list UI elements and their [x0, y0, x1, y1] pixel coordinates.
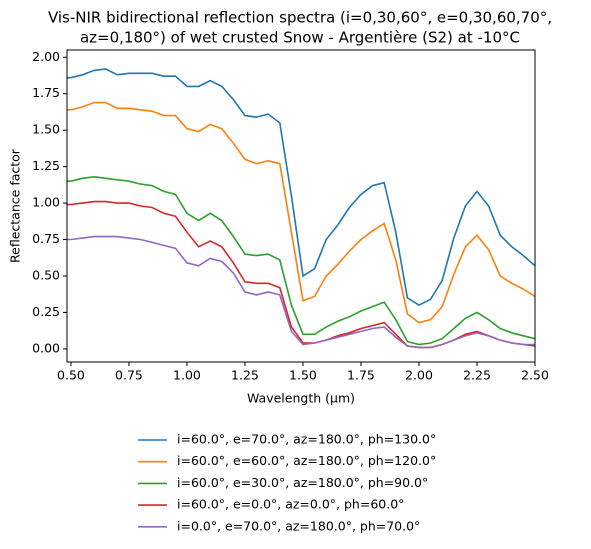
chart-title: Vis-NIR bidirectional reflection spectra…: [48, 9, 552, 27]
x-tick-label: 0.50: [57, 368, 85, 383]
x-tick-label: 1.50: [289, 368, 317, 383]
x-tick-label: 0.75: [115, 368, 143, 383]
y-tick-label: 1.75: [32, 85, 60, 100]
x-axis-label: Wavelength (μm): [247, 391, 355, 406]
x-tick-label: 2.25: [463, 368, 491, 383]
data-line: [66, 101, 536, 324]
x-tick-label: 2.00: [405, 368, 433, 383]
data-line: [66, 175, 536, 346]
chart-title: az=0,180°) of wet crusted Snow - Argenti…: [80, 29, 520, 47]
x-tick-label: 1.25: [231, 368, 259, 383]
y-tick-label: 0.25: [32, 304, 60, 319]
y-tick-label: 1.00: [32, 195, 60, 210]
x-tick-label: 2.50: [521, 368, 549, 383]
plot-frame: [66, 49, 536, 363]
legend-label: i=60.0°, e=70.0°, az=180.0°, ph=130.0°: [177, 432, 436, 447]
data-line: [66, 68, 536, 307]
legend-label: i=60.0°, e=30.0°, az=180.0°, ph=90.0°: [177, 475, 428, 490]
y-tick-label: 0.75: [32, 231, 60, 246]
legend-label: i=60.0°, e=0.0°, az=0.0°, ph=60.0°: [177, 497, 404, 512]
y-tick-label: 0.50: [32, 267, 60, 282]
x-tick-label: 1.00: [173, 368, 201, 383]
y-axis-label: Reflectance factor: [8, 148, 23, 263]
y-tick-label: 1.50: [32, 122, 60, 137]
y-tick-label: 0.00: [32, 340, 60, 355]
data-line: [66, 200, 536, 349]
data-line: [66, 235, 535, 349]
x-tick-label: 1.75: [347, 368, 375, 383]
y-tick-label: 2.00: [32, 49, 60, 64]
legend-label: i=0.0°, e=70.0°, az=180.0°, ph=70.0°: [177, 518, 420, 533]
legend-label: i=60.0°, e=60.0°, az=180.0°, ph=120.0°: [177, 453, 436, 468]
y-tick-label: 1.25: [32, 158, 60, 173]
